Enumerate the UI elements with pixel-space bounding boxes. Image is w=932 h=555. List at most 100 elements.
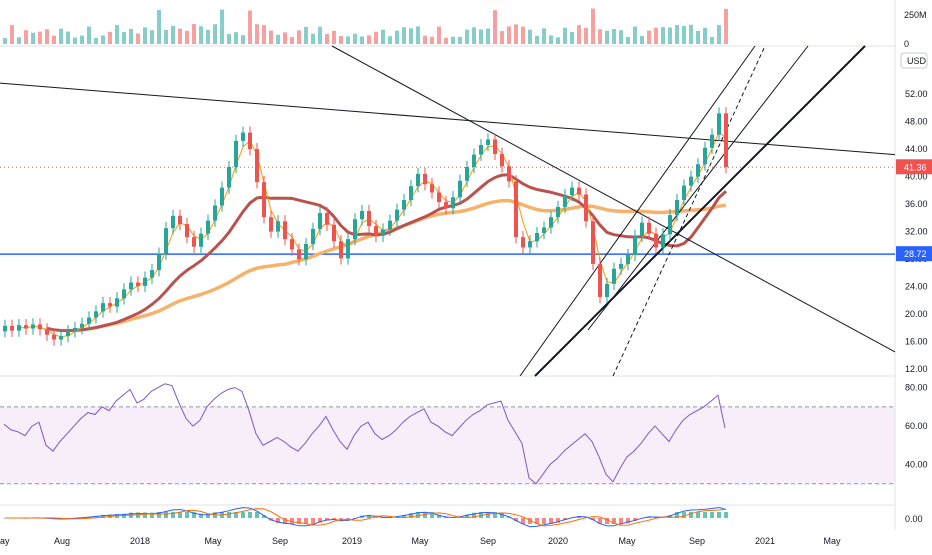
candle-body xyxy=(31,324,35,329)
candle-body xyxy=(171,215,175,229)
x-tick-label: Aug xyxy=(54,536,70,546)
candle-body xyxy=(136,282,140,286)
candle-body xyxy=(416,173,420,187)
candle-body xyxy=(507,166,511,182)
candle-body xyxy=(689,176,693,186)
volume-bar xyxy=(458,36,462,44)
candle-body xyxy=(220,187,224,206)
last-price-value: 41.36 xyxy=(904,162,927,172)
candle-body xyxy=(486,139,490,145)
macd-histogram-bar xyxy=(276,518,280,524)
volume-bar xyxy=(115,25,119,44)
macd-histogram-bar xyxy=(717,512,721,518)
volume-bar xyxy=(556,37,560,44)
macd-histogram-bar xyxy=(591,518,595,521)
macd-histogram-bar xyxy=(269,518,273,521)
candle-body xyxy=(591,221,595,264)
candle-body xyxy=(521,237,525,248)
volume-bar xyxy=(535,35,539,44)
macd-histogram-bar xyxy=(493,512,497,518)
volume-bar xyxy=(626,36,630,44)
volume-bar xyxy=(17,37,21,44)
candle-body xyxy=(374,226,378,236)
volume-bar xyxy=(38,31,42,44)
macd-histogram-bar xyxy=(633,518,637,521)
macd-histogram-bar xyxy=(157,512,161,518)
price-tick-label: 48.00 xyxy=(905,117,928,127)
volume-bar xyxy=(143,27,147,44)
volume-bar xyxy=(640,36,644,44)
macd-histogram-bar xyxy=(241,512,245,518)
candle-body xyxy=(367,211,371,227)
volume-tick-label: 250M xyxy=(904,10,927,20)
candle-body xyxy=(304,244,308,260)
volume-bar xyxy=(374,31,378,44)
candle-body xyxy=(409,186,413,200)
candle-body xyxy=(703,147,707,165)
candle-body xyxy=(598,263,602,297)
volume-bar xyxy=(696,30,700,44)
macd-histogram-bar xyxy=(199,513,203,518)
candle-body xyxy=(626,255,630,264)
volume-bar xyxy=(605,30,609,44)
volume-bar xyxy=(353,33,357,44)
volume-bar xyxy=(108,31,112,44)
macd-histogram-bar xyxy=(528,518,532,524)
macd-line xyxy=(5,506,727,528)
volume-bar xyxy=(206,29,210,44)
candle-body xyxy=(451,197,455,209)
macd-histogram-bar xyxy=(710,512,714,518)
rsi-tick-label: 80.00 xyxy=(905,383,928,393)
candle-body xyxy=(388,220,392,230)
volume-bar xyxy=(507,26,511,44)
moving-average-short xyxy=(18,131,727,338)
macd-histogram-bar xyxy=(696,512,700,518)
macd-histogram-bar xyxy=(143,512,147,518)
volume-bar xyxy=(31,32,35,44)
candle-body xyxy=(87,317,91,324)
candle-body xyxy=(241,132,245,141)
candle-body xyxy=(675,200,679,216)
candle-body xyxy=(192,237,196,247)
x-tick-label: Sep xyxy=(480,536,496,546)
volume-bar xyxy=(717,25,721,44)
volume-bar xyxy=(430,36,434,44)
volume-bar xyxy=(451,36,455,44)
price-tick-label: 32.00 xyxy=(905,227,928,237)
currency-label: USD xyxy=(907,56,927,66)
candle-body xyxy=(129,282,133,290)
macd-histogram-bar xyxy=(101,514,105,518)
volume-bar xyxy=(724,8,728,44)
volume-bar xyxy=(73,37,77,44)
volume-bar xyxy=(241,35,245,44)
candle-body xyxy=(332,224,336,242)
candle-body xyxy=(360,211,364,220)
volume-bar xyxy=(472,27,476,44)
trendlines[interactable] xyxy=(0,45,896,377)
volume-bar xyxy=(367,35,371,44)
price-tick-label: 16.00 xyxy=(905,337,928,347)
price-tick-label: 40.00 xyxy=(905,172,928,182)
volume-bar xyxy=(80,35,84,44)
x-tick-label: May xyxy=(618,536,636,546)
volume-bar xyxy=(136,33,140,44)
candle-body xyxy=(227,167,231,188)
trendline-long-resistance xyxy=(0,82,896,156)
volume-bar xyxy=(409,28,413,44)
rsi-tick-label: 40.00 xyxy=(905,460,928,470)
macd-histogram-bar xyxy=(682,512,686,518)
volume-bar xyxy=(668,27,672,44)
x-tick-label: 2019 xyxy=(342,536,362,546)
volume-bar xyxy=(584,27,588,44)
macd-histogram-bar xyxy=(486,512,490,518)
x-tick-label: 2021 xyxy=(755,536,775,546)
trendline-descending xyxy=(331,45,896,353)
candle-body xyxy=(24,325,28,329)
macd-histogram-bar xyxy=(234,512,238,518)
candle-body xyxy=(402,200,406,210)
macd-histogram-bar xyxy=(325,518,329,521)
candle-body xyxy=(696,164,700,177)
macd-pane xyxy=(3,506,728,528)
